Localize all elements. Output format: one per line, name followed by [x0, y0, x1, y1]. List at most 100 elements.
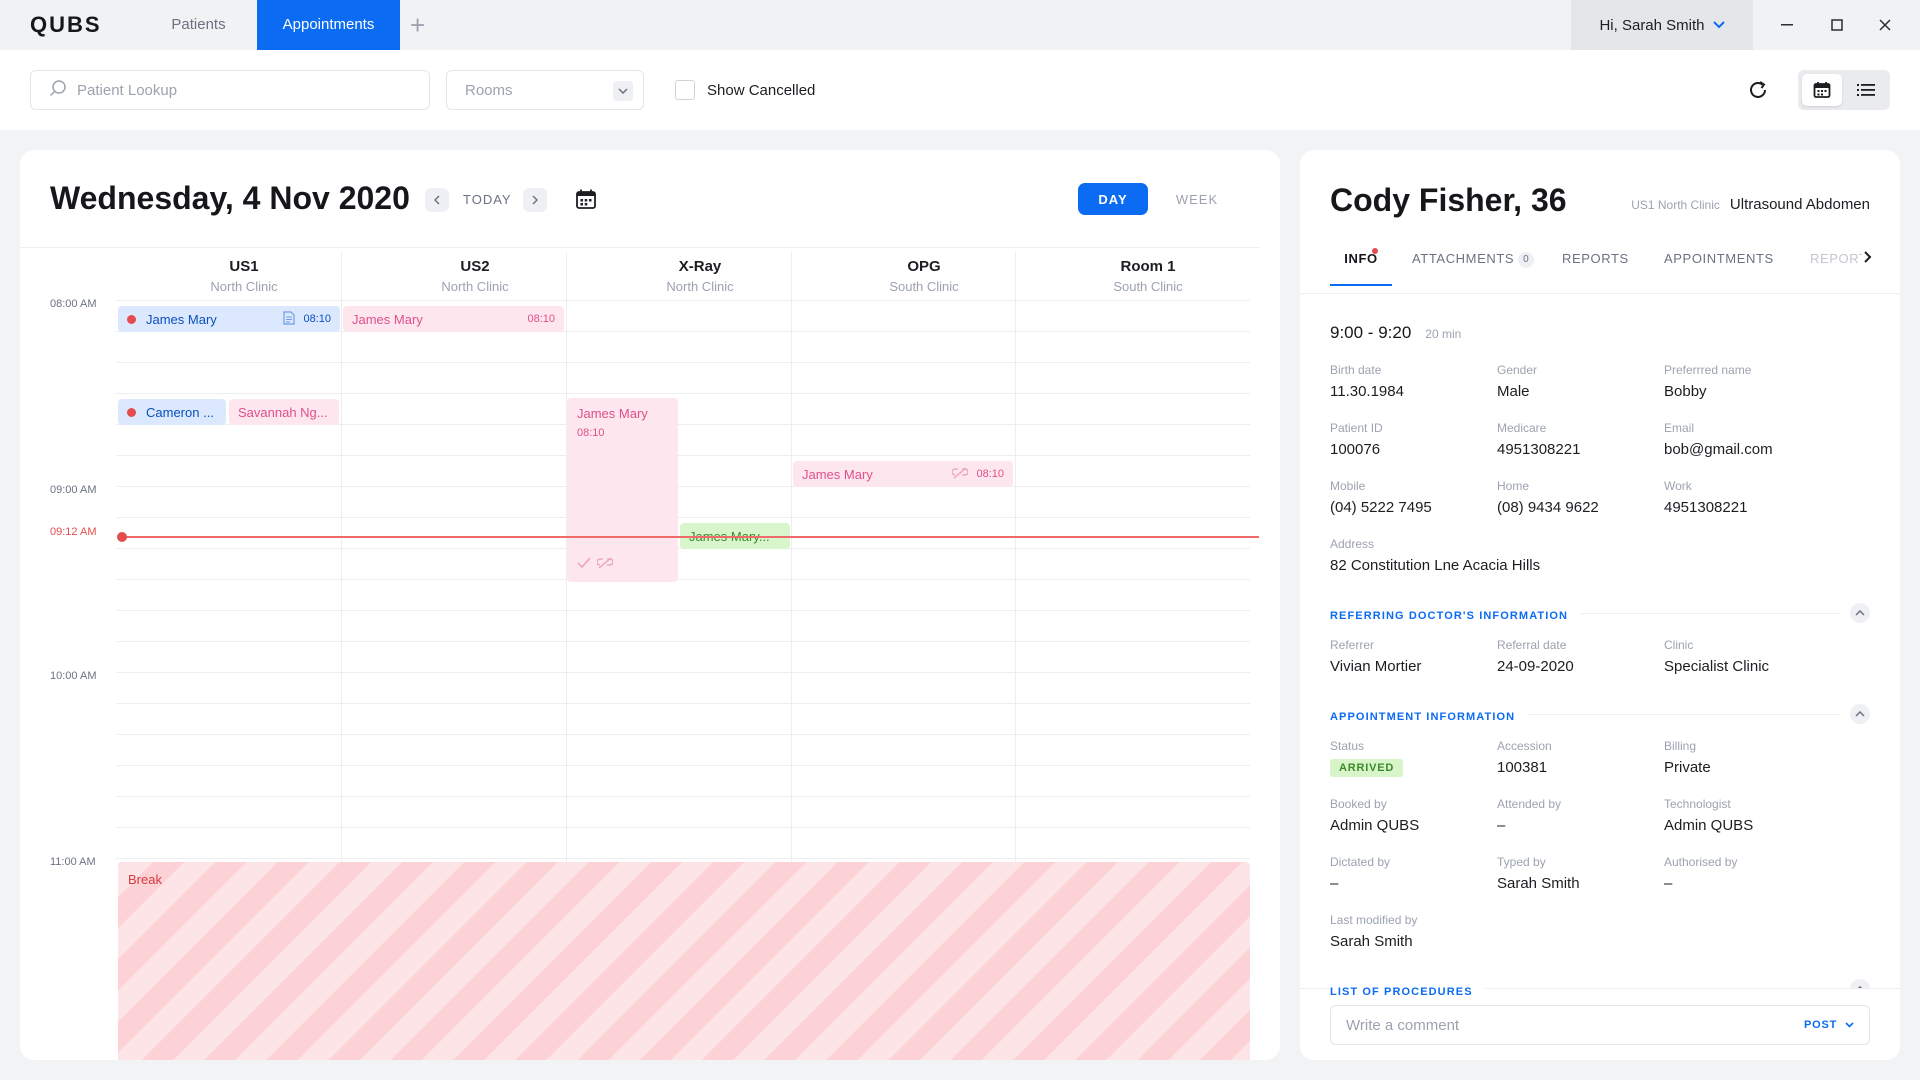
- section-referring-doctor: REFERRING DOCTOR'S INFORMATION: [1330, 603, 1870, 624]
- grid-row-line: [116, 424, 1250, 425]
- field-mobile: Mobile (04) 5222 7495: [1330, 479, 1490, 516]
- comment-divider: [1300, 988, 1900, 989]
- calendar-panel: Wednesday, 4 Nov 2020 TODAY DAY WEEK US1…: [20, 150, 1280, 1060]
- show-cancelled-checkbox[interactable]: [675, 80, 695, 100]
- tab-appointments[interactable]: APPOINTMENTS: [1664, 251, 1774, 266]
- section-title: APPOINTMENT INFORMATION: [1330, 711, 1528, 723]
- field-value: 11.30.1984: [1330, 383, 1404, 400]
- column-header-us2: US2 North Clinic: [375, 258, 575, 294]
- appointment-card[interactable]: James Mary 08:10: [343, 306, 564, 332]
- chevron-up-icon[interactable]: [1850, 603, 1870, 623]
- appointment-patient: James Mary: [802, 466, 873, 482]
- field-label: Work: [1664, 479, 1692, 493]
- appointment-card[interactable]: James Mary 08:10: [567, 398, 678, 582]
- week-view-button[interactable]: WEEK: [1175, 191, 1219, 207]
- list-view-icon[interactable]: [1846, 74, 1886, 106]
- post-button[interactable]: POST: [1804, 1019, 1854, 1031]
- chevron-right-icon[interactable]: [1864, 247, 1872, 268]
- field-medicare: Medicare 4951308221: [1497, 421, 1657, 458]
- field-label: Billing: [1664, 739, 1697, 753]
- field-value: –: [1664, 875, 1673, 892]
- field-label: Dictated by: [1330, 855, 1391, 869]
- field-referrer: Referrer Vivian Mortier: [1330, 638, 1490, 675]
- tab-patients[interactable]: Patients: [171, 16, 226, 33]
- time-label: 08:00 AM: [50, 298, 97, 310]
- field-dictated-by: Dictated by –: [1330, 855, 1490, 892]
- chevron-down-icon: [1712, 18, 1725, 32]
- tab-appointments[interactable]: Appointments: [257, 0, 400, 50]
- time-label: 11:00 AM: [50, 856, 96, 868]
- grid-row-line: [116, 858, 1250, 859]
- patient-clinic: US1 North Clinic: [1631, 198, 1720, 212]
- grid-column-divider: [566, 252, 567, 1012]
- user-menu[interactable]: Hi, Sarah Smith: [1571, 0, 1753, 50]
- tabs-divider: [1300, 293, 1900, 294]
- column-header-room1: Room 1 South Clinic: [1048, 258, 1248, 294]
- chevron-up-icon[interactable]: [1850, 704, 1870, 724]
- alert-dot: [127, 407, 136, 417]
- field-value: 100076: [1330, 441, 1381, 458]
- calendar-view-icon[interactable]: [1802, 74, 1842, 106]
- field-value: Vivian Mortier: [1330, 658, 1422, 675]
- current-time-dot: [117, 532, 127, 542]
- close-icon[interactable]: [1870, 10, 1900, 40]
- room-clinic: North Clinic: [210, 279, 278, 294]
- show-cancelled-toggle[interactable]: Show Cancelled: [675, 80, 815, 100]
- app-logo: QUBS: [30, 12, 102, 37]
- section-rule: [1330, 613, 1840, 614]
- tab-reports[interactable]: REPORTS: [1562, 251, 1629, 266]
- document-icon: [283, 310, 296, 328]
- appointment-card[interactable]: James Mary 08:10: [793, 461, 1013, 487]
- appointment-card[interactable]: Cameron ...: [118, 399, 226, 425]
- field-attended-by: Attended by –: [1497, 797, 1657, 834]
- column-header-us1: US1 North Clinic: [144, 258, 344, 294]
- rooms-select[interactable]: Rooms: [446, 70, 644, 110]
- field-label: Technologist: [1664, 797, 1731, 811]
- grid-row-line: [116, 362, 1250, 363]
- minimize-icon[interactable]: [1772, 10, 1802, 40]
- appointment-card[interactable]: Savannah Ng...: [229, 399, 339, 425]
- tab-attachments[interactable]: ATTACHMENTS 0: [1412, 246, 1535, 286]
- patient-tabs: INFO ATTACHMENTS 0 REPORTS APPOINTMENTS R…: [1330, 246, 1870, 286]
- room-name: Room 1: [1120, 258, 1176, 275]
- patient-exam: Ultrasound Abdomen: [1729, 196, 1870, 213]
- refresh-icon[interactable]: [1744, 76, 1772, 104]
- prev-day-button[interactable]: [425, 188, 449, 212]
- break-block[interactable]: Break: [118, 862, 1250, 1060]
- field-address: Address 82 Constitution Lne Acacia Hills: [1330, 537, 1730, 574]
- comment-input[interactable]: [1346, 1016, 1804, 1034]
- grid-row-line: [116, 393, 1250, 394]
- toolbar: Rooms Show Cancelled: [0, 50, 1920, 130]
- today-button[interactable]: TODAY: [463, 192, 512, 207]
- maximize-icon[interactable]: [1822, 10, 1852, 40]
- field-billing: Billing Private: [1664, 739, 1824, 776]
- field-label: Status: [1330, 739, 1365, 753]
- calendar-picker-icon[interactable]: [575, 188, 599, 212]
- patient-lookup-input[interactable]: [77, 81, 397, 99]
- unlink-icon: [596, 556, 614, 574]
- grid-column-divider: [791, 252, 792, 1012]
- add-tab-icon[interactable]: +: [410, 10, 426, 40]
- tab-info[interactable]: INFO: [1330, 246, 1392, 286]
- field-authorised-by: Authorised by –: [1664, 855, 1824, 892]
- field-referral-clinic: Clinic Specialist Clinic: [1664, 638, 1824, 675]
- tab-report-partial[interactable]: REPORT: [1810, 251, 1862, 266]
- patient-lookup[interactable]: [30, 70, 430, 110]
- day-view-button[interactable]: DAY: [1078, 183, 1148, 215]
- appointment-card[interactable]: James Mary 08:10: [118, 306, 340, 332]
- room-clinic: North Clinic: [666, 279, 734, 294]
- grid-column-divider: [1015, 252, 1016, 1012]
- field-label: Gender: [1497, 363, 1538, 377]
- next-day-button[interactable]: [523, 188, 547, 212]
- field-value: 100381: [1497, 759, 1548, 776]
- field-value: (08) 9434 9622: [1497, 499, 1599, 516]
- section-rule: [1330, 714, 1840, 715]
- grid-row-line: [116, 455, 1250, 456]
- field-label: Patient ID: [1330, 421, 1383, 435]
- field-value: Specialist Clinic: [1664, 658, 1770, 675]
- field-value: Bobby: [1664, 383, 1707, 400]
- field-label: Mobile: [1330, 479, 1366, 493]
- column-header-opg: OPG South Clinic: [824, 258, 1024, 294]
- field-work: Work 4951308221: [1664, 479, 1824, 516]
- field-technologist: Technologist Admin QUBS: [1664, 797, 1824, 834]
